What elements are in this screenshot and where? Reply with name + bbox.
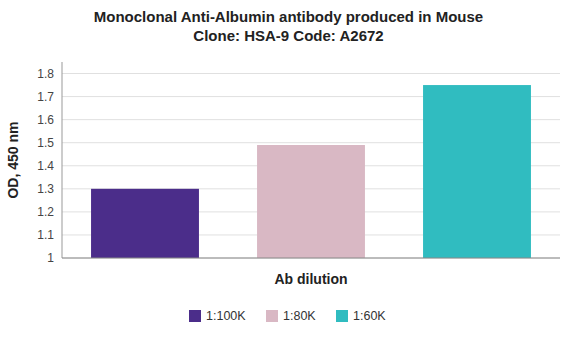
y-tick-label: 1.2 (37, 205, 54, 219)
bar (423, 85, 531, 258)
chart-container: Monoclonal Anti-Albumin antibody produce… (0, 0, 577, 360)
y-tick-label: 1.6 (37, 113, 54, 127)
title: Monoclonal Anti-Albumin antibody produce… (94, 8, 483, 25)
x-axis-label: Ab dilution (274, 271, 347, 287)
chart-svg: Monoclonal Anti-Albumin antibody produce… (0, 0, 577, 360)
legend-label: 1:60K (353, 309, 386, 323)
legend-swatch (266, 310, 278, 322)
legend-swatch (189, 310, 201, 322)
y-tick-label: 1.7 (37, 90, 54, 104)
y-tick-label: 1.5 (37, 136, 54, 150)
legend: 1:100K 1:80K 1:60K (189, 309, 386, 323)
y-tick-label: 1.3 (37, 182, 54, 196)
y-tick-label: 1.1 (37, 228, 54, 242)
y-ticks: 1 1.1 1.2 1.3 1.4 1.5 1.6 1.7 1.8 (37, 67, 54, 265)
y-axis-line (62, 62, 63, 258)
legend-label: 1:100K (206, 309, 246, 323)
grid-line (62, 73, 560, 74)
legend-label: 1:80K (283, 309, 316, 323)
y-tick-label: 1 (47, 251, 54, 265)
y-tick-label: 1.8 (37, 67, 54, 81)
bar (91, 189, 199, 258)
y-tick-label: 1.4 (37, 159, 54, 173)
subtitle: Clone: HSA-9 Code: A2672 (193, 27, 383, 44)
grid-line (62, 258, 560, 259)
grid (62, 74, 560, 258)
bar (257, 145, 365, 258)
bars (91, 85, 531, 258)
y-axis-label: OD, 450 nm (5, 121, 21, 198)
x-axis-line (62, 258, 560, 259)
legend-swatch (336, 310, 348, 322)
